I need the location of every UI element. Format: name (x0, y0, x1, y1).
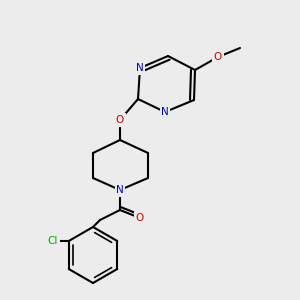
Text: O: O (214, 52, 222, 62)
Text: N: N (116, 185, 124, 195)
Text: Cl: Cl (48, 236, 58, 246)
Text: N: N (161, 107, 169, 117)
Text: N: N (136, 63, 144, 73)
Text: O: O (136, 213, 144, 223)
Text: O: O (116, 115, 124, 125)
